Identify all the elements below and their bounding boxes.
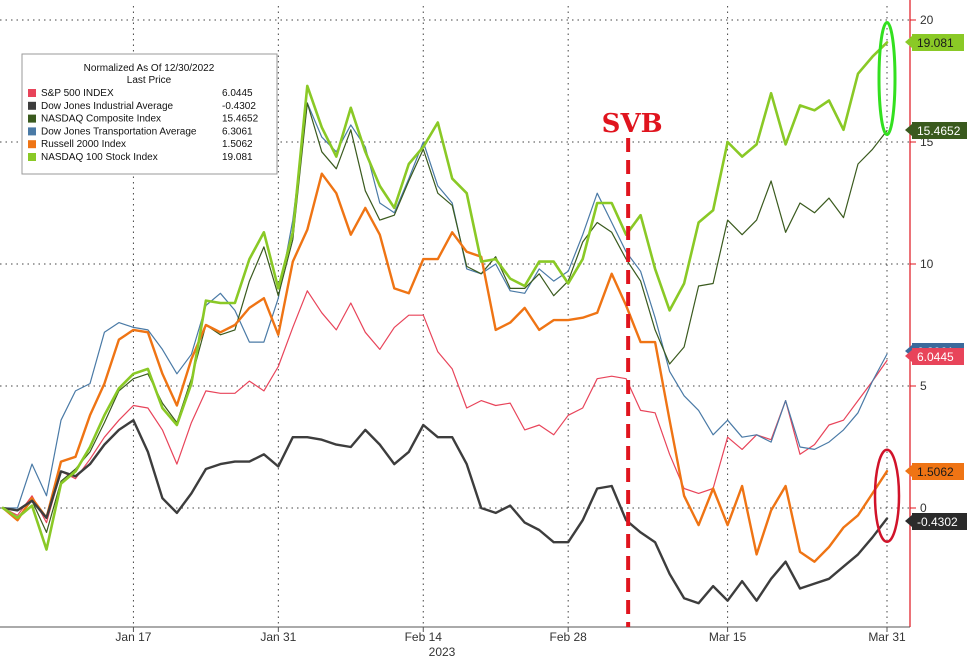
last-value-badge-pointer [905, 465, 912, 477]
series-lines [1, 41, 889, 605]
y-tick-label: 0 [920, 501, 927, 515]
legend-series-name: NASDAQ Composite Index [41, 114, 161, 125]
y-tick-label: 20 [920, 13, 934, 27]
series-line-0 [2, 290, 888, 524]
last-value-badge-bg [912, 348, 964, 365]
legend-series-name: Dow Jones Industrial Average [41, 101, 174, 112]
svb-label: SVB [602, 109, 663, 139]
legend-swatch [28, 101, 36, 110]
legend-series-name: Dow Jones Transportation Average [41, 126, 197, 137]
legend-series-value: 6.3061 [222, 126, 253, 137]
last-value-badge-text: 6.0445 [917, 350, 954, 364]
legend-swatch [28, 114, 36, 123]
y-tick-label: 5 [920, 379, 927, 393]
x-tick-label: Jan 31 [260, 630, 296, 644]
legend-swatch [28, 89, 36, 97]
legend-series-name: NASDAQ 100 Stock Index [41, 152, 158, 163]
y-tick-label: 10 [920, 257, 934, 271]
legend-swatch [28, 153, 36, 161]
legend-entries: S&P 500 INDEX 6.0445 Dow Jones Industrial … [28, 88, 259, 163]
legend: Normalized As Of 12/30/2022 Last Price S… [21, 53, 278, 175]
svb-annotation: SVB [602, 109, 663, 627]
legend-subheading: Last Price [127, 75, 172, 86]
x-axis-year-label: 2023 [429, 645, 456, 659]
red-highlight-ellipse [873, 448, 901, 544]
last-value-badge-bg [912, 513, 967, 530]
green-highlight-ellipse [877, 21, 897, 137]
last-value-badge-text: -0.4302 [917, 515, 958, 529]
last-value-badge-pointer [905, 515, 912, 527]
last-value-badge-pointer [905, 350, 912, 362]
legend-swatch [28, 127, 36, 136]
last-value-badge-bg [912, 463, 964, 480]
series-line-4 [1, 172, 889, 563]
legend-series-value: 15.4652 [222, 114, 259, 125]
legend-series-name: Russell 2000 Index [41, 139, 126, 150]
last-value-badge-pointer [905, 124, 912, 136]
legend-series-value: 1.5062 [222, 139, 253, 150]
series-line-5 [1, 41, 889, 551]
highlight-ellipses [873, 21, 901, 544]
last-value-badge-text: 15.4652 [917, 124, 961, 138]
legend-series-value: 6.0445 [222, 88, 253, 99]
x-tick-label: Feb 14 [405, 630, 443, 644]
series-line-3 [2, 102, 888, 509]
x-tick-label: Jan 17 [115, 630, 151, 644]
last-value-badge-pointer [905, 36, 912, 48]
last-value-badge-bg [912, 122, 967, 139]
x-axis-ticks: Jan 17 Jan 31 Feb 14 Feb 28 Mar 15 Mar 31 [115, 630, 906, 644]
legend-series-name: S&P 500 INDEX [41, 88, 114, 99]
last-value-badge-text: 1.5062 [917, 465, 954, 479]
x-tick-label: Mar 31 [868, 630, 906, 644]
series-line-1 [1, 419, 889, 605]
last-value-badge-bg [912, 34, 964, 51]
legend-series-value: 19.081 [222, 152, 253, 163]
legend-heading: Normalized As Of 12/30/2022 [84, 63, 215, 74]
x-tick-label: Feb 28 [550, 630, 588, 644]
legend-swatch [28, 140, 36, 149]
last-value-badge-text: 19.081 [917, 36, 954, 50]
legend-series-value: -0.4302 [222, 101, 256, 112]
x-tick-label: Mar 15 [709, 630, 747, 644]
legend-box [21, 53, 278, 175]
